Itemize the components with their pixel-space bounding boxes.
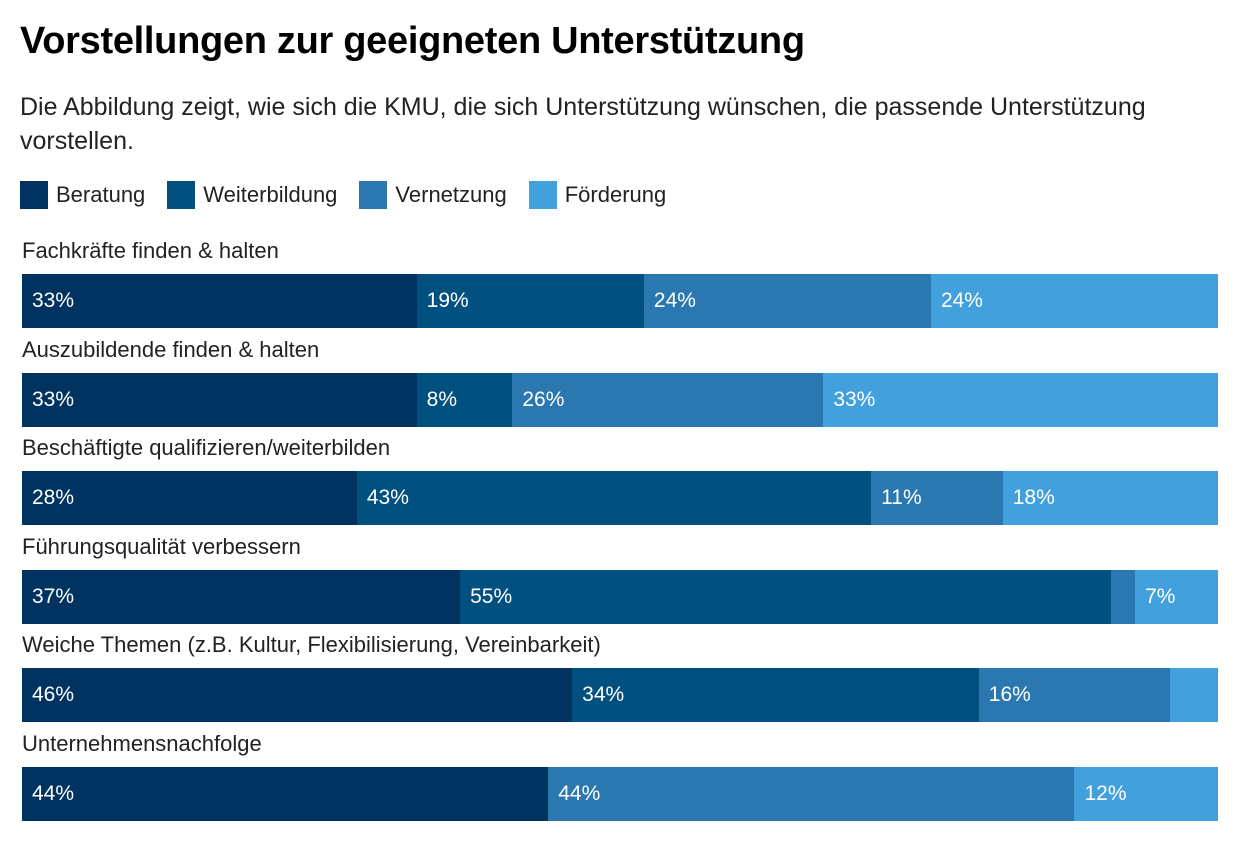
data-label: 33% [32,387,75,411]
legend-swatch [528,181,557,209]
bar-segment: 28% [22,471,358,525]
bar-segment: 44% [22,766,549,821]
data-label: 44% [32,781,75,805]
bar-segment: 37% [22,569,461,624]
data-label: 7% [1145,584,1176,608]
data-label: 12% [1084,781,1127,805]
data-label: 26% [522,387,565,411]
category-label: Weiche Themen (z.B. Kultur, Flexibilisie… [22,632,601,657]
data-label: 44% [558,781,601,805]
category-label: Fachkräfte finden & halten [22,238,279,263]
category-label: Auszubildende finden & halten [22,336,320,362]
chart-subtitle: Die Abbildung zeigt, wie sich die KMU, d… [20,93,1146,155]
category-label: Unternehmensnachfolge [22,730,262,756]
bar-segment: 12% [1074,766,1219,821]
legend-label: Weiterbildung [203,182,338,207]
data-label: 37% [32,584,75,608]
legend-label: Vernetzung [395,182,507,207]
bar-segment: 7% [1135,569,1219,624]
stacked-bar: 33% 8% 26% 33% [22,372,1219,427]
bar-segment: 11% [871,471,1004,525]
bar-segment [1111,569,1136,624]
category-label: Führungsqualität verbessern [22,533,301,559]
data-label: 24% [653,289,696,312]
data-label: 33% [32,289,75,312]
data-label: 43% [366,486,409,509]
bar-row: Auszubildende finden & halten 33% 8% 26% 33% [22,331,1219,427]
data-label: 16% [988,683,1031,706]
bar-row: Führungsqualität verbessern 37% 55% 7% [22,528,1219,624]
legend-item: Beratung [20,181,145,209]
chart-title: Vorstellungen zur geeigneten Unterstützu… [20,20,805,62]
stacked-bar: 44% 44% 12% [22,766,1219,821]
bar-segment: 55% [460,569,1112,624]
data-label: 33% [833,387,876,411]
data-label: 18% [1012,486,1055,509]
bar-segment: 33% [22,274,418,328]
data-label: 11% [881,486,922,509]
legend-label: Beratung [56,182,146,207]
bar-row: Beschäftigte qualifizieren/weiterbilden 2… [22,429,1219,525]
bar-segment: 8% [416,372,513,427]
category-label: Beschäftigte qualifizieren/weiterbilden [22,435,391,460]
bar-segment: 34% [572,668,980,722]
data-label: 8% [426,387,458,411]
bar-segment: 16% [978,668,1171,722]
bar-segment: 44% [548,766,1075,821]
bar-segment: 43% [356,471,872,525]
data-label: 28% [32,486,75,509]
bar-row: Weiche Themen (z.B. Kultur, Flexibilisie… [22,626,1219,722]
data-label: 19% [426,289,469,312]
bar-segment: 19% [416,274,645,328]
stacked-bar: 33% 19% 24% 24% [22,274,1219,328]
bar-segment: 18% [1002,471,1219,525]
bar-segment: 26% [512,372,824,427]
data-label: 34% [582,683,625,706]
bar-segment: 33% [823,372,1219,427]
legend: Beratung Weiterbildung Vernetzung Förderung [20,180,688,210]
bar-segment: 46% [22,668,573,722]
legend-label: Förderung [564,182,667,207]
bar-segment: 24% [643,274,932,328]
legend-item: Weiterbildung [167,181,337,209]
stacked-bar: 37% 55% 7% [22,569,1219,624]
data-label: 24% [940,289,983,312]
legend-item: Förderung [528,181,667,209]
data-label: 46% [32,683,75,706]
bar-segment: 33% [22,372,418,427]
bar-row: Fachkräfte finden & halten 33% 19% 24% 24% [22,232,1219,328]
legend-swatch [20,181,48,209]
stacked-bar: 46% 34% 16% [22,668,1219,722]
bar-segment [1170,668,1219,722]
stacked-bar: 28% 43% 11% 18% [22,471,1219,525]
legend-swatch [359,181,388,209]
legend-item: Vernetzung [359,181,507,209]
bar-segment: 24% [930,274,1219,328]
data-label: 55% [470,584,513,608]
bar-row: Unternehmensnachfolge 44% 44% 12% [22,725,1219,821]
legend-swatch [167,181,196,209]
